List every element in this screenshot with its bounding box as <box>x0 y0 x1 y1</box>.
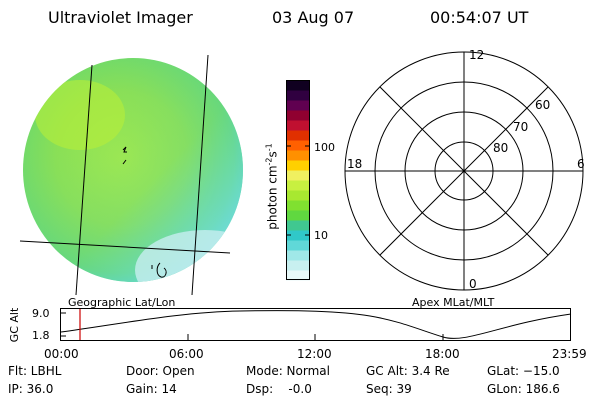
longitude-line <box>75 64 93 296</box>
colorbar-swatch <box>286 140 310 151</box>
colorbar-swatch <box>286 240 310 251</box>
color-scale-bar <box>286 80 310 281</box>
colorbar-swatch <box>286 100 310 111</box>
glat-status: GLat: −15.0 <box>487 364 560 378</box>
dsp-status: Dsp: -0.0 <box>246 382 312 396</box>
mlt-label-6: 6 <box>577 157 585 171</box>
colorbar-tick-100: 100 <box>314 141 335 154</box>
colorbar-swatch <box>286 130 310 141</box>
colorbar-swatch <box>286 260 310 271</box>
gain-status: Gain: 14 <box>126 382 177 396</box>
colorbar-swatch <box>286 180 310 191</box>
colorbar-swatch <box>286 90 310 101</box>
seq-status: Seq: 39 <box>366 382 412 396</box>
mlt-label-12: 12 <box>469 48 485 62</box>
longitude-line <box>191 54 209 296</box>
ip-status: IP: 36.0 <box>8 382 54 396</box>
altitude-tick-min: 1.8 <box>32 329 50 342</box>
door-status: Door: Open <box>126 364 195 378</box>
time-tick-0600: 06:00 <box>169 347 204 361</box>
glon-status: GLon: 186.6 <box>487 382 560 396</box>
colorbar-unit-label: photon cm-2s-1 <box>263 107 280 267</box>
mlat-label-60: 60 <box>535 98 551 112</box>
time-tick-1200: 12:00 <box>297 347 332 361</box>
colorbar-border <box>286 80 310 280</box>
altitude-curve <box>60 310 572 339</box>
mlt-meridian-diagonal <box>379 86 549 256</box>
unit-seconds: s <box>265 151 280 158</box>
colorbar-swatch <box>286 210 310 221</box>
colorbar-swatch <box>286 80 310 91</box>
colorbar-swatch <box>286 230 310 241</box>
altitude-strip-plot <box>60 308 572 341</box>
filter-status: Flt: LBHL <box>8 364 62 378</box>
coastline <box>122 146 127 165</box>
instrument-title: Ultraviolet Imager <box>48 8 193 27</box>
observation-time: 00:54:07 UT <box>430 8 529 27</box>
unit-base: photon cm <box>265 165 280 230</box>
geographic-caption: Geographic Lat/Lon <box>68 296 176 309</box>
colorbar-swatch <box>286 160 310 171</box>
unit-sup-time: -1 <box>264 143 274 152</box>
mlat-label-80: 80 <box>493 141 509 155</box>
latitude-line <box>19 240 231 254</box>
unit-sup-area: -2 <box>264 157 274 166</box>
altitude-tick-max: 9.0 <box>32 307 50 320</box>
mlat-label-70: 70 <box>513 120 529 134</box>
time-tick-0000: 00:00 <box>44 347 79 361</box>
mlt-label-0: 0 <box>469 277 477 291</box>
colorbar-swatch <box>286 150 310 161</box>
colorbar-swatch <box>286 120 310 131</box>
gc-alt-status: GC Alt: 3.4 Re <box>366 364 450 378</box>
color-scale-ticks <box>286 145 310 236</box>
colorbar-swatch <box>286 190 310 201</box>
colorbar-swatch <box>286 270 310 281</box>
uv-earth-disk-image <box>19 54 243 296</box>
coastline <box>151 262 167 278</box>
time-tick-1800: 18:00 <box>425 347 460 361</box>
time-tick-2359: 23:59 <box>552 347 587 361</box>
colorbar-swatch <box>286 250 310 261</box>
colorbar-swatch <box>286 200 310 211</box>
mlt-label-18: 18 <box>347 157 363 171</box>
altitude-axis-label: GC Alt <box>8 307 21 343</box>
colorbar-swatch <box>286 170 310 181</box>
observation-date: 03 Aug 07 <box>272 8 355 27</box>
colorbar-swatch <box>286 220 310 231</box>
polar-mlat-mlt-plot <box>344 51 584 291</box>
colorbar-swatch <box>286 110 310 121</box>
apex-caption: Apex MLat/MLT <box>412 296 495 309</box>
mode-status: Mode: Normal <box>246 364 330 378</box>
colorbar-tick-10: 10 <box>314 229 328 242</box>
